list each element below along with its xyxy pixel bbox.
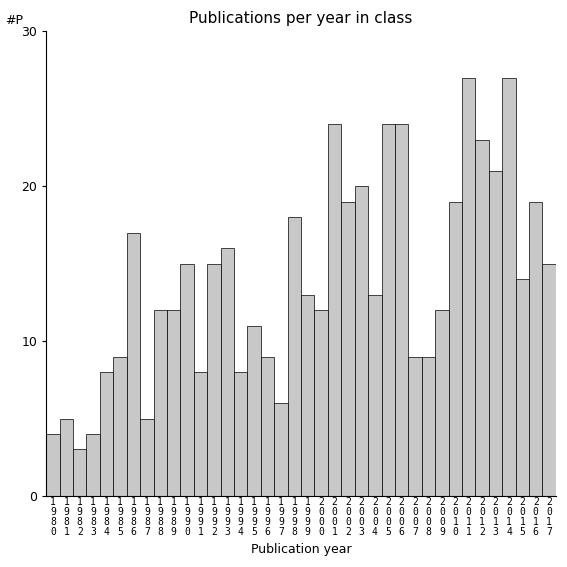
Bar: [274, 403, 287, 496]
Bar: [543, 264, 556, 496]
Bar: [60, 418, 73, 496]
Bar: [234, 372, 247, 496]
Bar: [221, 248, 234, 496]
Bar: [287, 217, 301, 496]
Bar: [502, 78, 515, 496]
Bar: [529, 202, 543, 496]
X-axis label: Publication year: Publication year: [251, 543, 352, 556]
Bar: [73, 450, 87, 496]
Bar: [46, 434, 60, 496]
Bar: [261, 357, 274, 496]
Bar: [328, 124, 341, 496]
Bar: [127, 232, 140, 496]
Title: Publications per year in class: Publications per year in class: [189, 11, 413, 26]
Bar: [140, 418, 154, 496]
Bar: [207, 264, 221, 496]
Bar: [194, 372, 207, 496]
Bar: [408, 357, 422, 496]
Bar: [462, 78, 475, 496]
Bar: [435, 310, 448, 496]
Bar: [247, 325, 261, 496]
Bar: [113, 357, 127, 496]
Bar: [382, 124, 395, 496]
Bar: [515, 279, 529, 496]
Bar: [475, 140, 489, 496]
Bar: [154, 310, 167, 496]
Bar: [368, 295, 382, 496]
Bar: [301, 295, 315, 496]
Bar: [355, 187, 368, 496]
Bar: [395, 124, 408, 496]
Bar: [422, 357, 435, 496]
Bar: [489, 171, 502, 496]
Bar: [87, 434, 100, 496]
Bar: [315, 310, 328, 496]
Bar: [100, 372, 113, 496]
Bar: [167, 310, 180, 496]
Text: #P: #P: [6, 14, 23, 27]
Bar: [180, 264, 194, 496]
Bar: [341, 202, 355, 496]
Bar: [448, 202, 462, 496]
